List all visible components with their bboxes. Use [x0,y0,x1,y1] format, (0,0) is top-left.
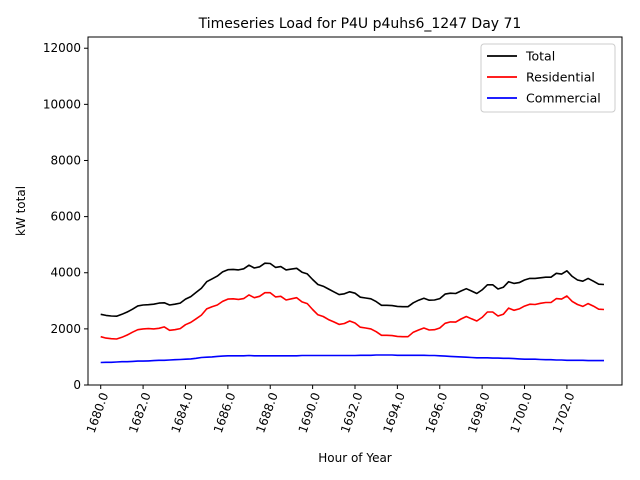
y-tick-label: 4000 [50,266,81,280]
x-tick-label: 1688.0 [253,391,281,435]
legend-label-total: Total [525,49,555,64]
x-tick-label: 1694.0 [380,391,408,435]
series-line-residential [100,291,605,340]
x-tick-label: 1690.0 [296,391,324,435]
y-tick-label: 8000 [50,153,81,167]
y-tick-label: 2000 [50,322,81,336]
chart-title: Timeseries Load for P4U p4uhs6_1247 Day … [198,16,522,32]
x-tick-label: 1682.0 [126,391,154,435]
x-tick-label: 1692.0 [338,391,366,435]
y-tick-label: 10000 [43,97,81,111]
series-line-total [100,262,605,318]
x-axis: 1680.0 1682.0 1684.0 1686.0 1688.0 1690.0 1692… [84,385,578,435]
x-tick-label: 1696.0 [423,391,451,435]
x-tick-label: 1680.0 [84,391,112,435]
series-line-commercial [100,354,604,364]
x-tick-label: 1686.0 [211,391,239,435]
y-tick-label: 6000 [50,210,81,224]
x-tick-label: 1700.0 [508,391,536,435]
legend-box [480,43,616,113]
legend-label-commercial: Commercial [526,91,601,106]
x-tick-label: 1698.0 [465,391,493,435]
y-tick-label: 0 [73,378,81,392]
legend: Total Residential Commercial [480,43,616,113]
x-tick-label: 1684.0 [169,391,197,435]
x-axis-label: Hour of Year [318,451,392,465]
y-tick-label: 12000 [43,41,81,55]
series-layer [100,262,605,364]
y-axis-label: kW total [14,186,28,236]
legend-label-residential: Residential [526,70,595,85]
x-tick-label: 1702.0 [550,391,578,435]
y-axis: 0 2000 4000 6000 8000 10000 12000 [43,41,88,392]
